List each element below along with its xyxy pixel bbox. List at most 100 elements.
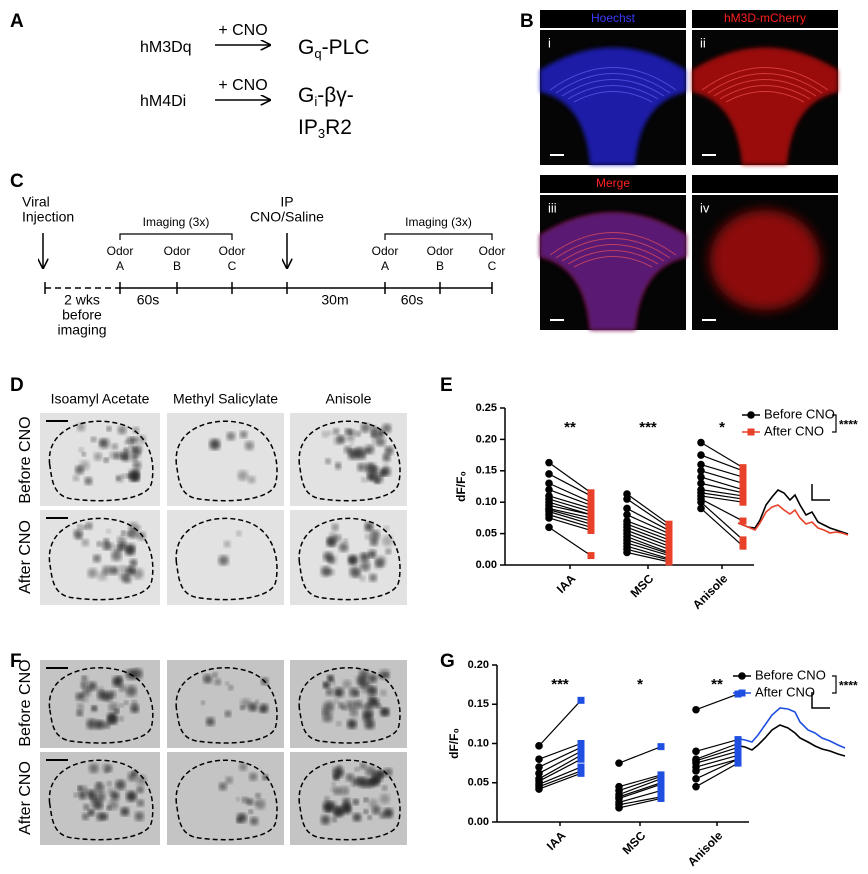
cell bbox=[75, 692, 84, 701]
tissue bbox=[540, 47, 686, 165]
cell bbox=[348, 557, 354, 563]
pair-line bbox=[538, 746, 582, 768]
imaging-label: Imaging (3x) bbox=[143, 215, 210, 229]
cell bbox=[99, 439, 107, 447]
cell bbox=[352, 813, 362, 822]
cell bbox=[72, 475, 80, 482]
dot-after bbox=[657, 787, 665, 795]
significance: ** bbox=[564, 419, 576, 436]
cell bbox=[331, 781, 336, 787]
cell bbox=[340, 786, 350, 796]
cell bbox=[349, 708, 359, 717]
cell bbox=[235, 797, 241, 802]
pair-line bbox=[618, 746, 662, 764]
dot-after bbox=[577, 763, 585, 771]
cell bbox=[254, 801, 259, 806]
cell bbox=[117, 425, 127, 435]
cell bbox=[106, 528, 111, 534]
bulb-outline bbox=[298, 420, 401, 502]
cell bbox=[97, 571, 108, 581]
cell bbox=[122, 574, 132, 584]
cell bbox=[379, 469, 387, 477]
dot-before bbox=[535, 742, 543, 750]
pair-line bbox=[548, 462, 592, 494]
pair-line bbox=[626, 493, 670, 525]
odor: Odor bbox=[164, 244, 191, 258]
cell bbox=[385, 548, 392, 555]
dot-before bbox=[692, 767, 700, 775]
cell bbox=[86, 718, 97, 730]
dot-after bbox=[739, 542, 747, 550]
bulb-outline bbox=[48, 667, 154, 744]
cell bbox=[78, 447, 84, 453]
cell bbox=[77, 524, 82, 530]
cell bbox=[97, 690, 108, 701]
cell bbox=[111, 550, 122, 561]
condition: After CNO bbox=[17, 520, 34, 594]
cell bbox=[361, 704, 366, 709]
trace-after bbox=[737, 504, 849, 536]
cell bbox=[137, 435, 146, 444]
tissue-layer bbox=[567, 85, 659, 100]
dot-after bbox=[734, 740, 742, 747]
dot-after bbox=[587, 552, 595, 560]
cell bbox=[218, 555, 229, 566]
cell bbox=[365, 533, 371, 540]
dot-before bbox=[623, 510, 631, 519]
pair-line bbox=[548, 495, 592, 510]
y-tick-label: 0.00 bbox=[468, 816, 489, 828]
pair-line bbox=[618, 778, 662, 796]
pair-line bbox=[700, 498, 744, 522]
stain-label: hM3D-mCherry bbox=[724, 11, 806, 25]
cell bbox=[369, 537, 379, 546]
bracket bbox=[119, 233, 233, 240]
cell bbox=[370, 529, 380, 540]
cell bbox=[87, 568, 98, 578]
y-axis-label: dF/F₀ bbox=[454, 471, 468, 502]
dot-after bbox=[739, 536, 747, 544]
cell bbox=[78, 785, 88, 795]
cell bbox=[95, 719, 105, 730]
pair-line bbox=[538, 766, 582, 785]
bulb-outline bbox=[175, 759, 278, 841]
dot-before bbox=[623, 495, 631, 503]
dot-before bbox=[697, 498, 705, 507]
cell bbox=[214, 678, 222, 686]
cell bbox=[334, 534, 342, 542]
cell bbox=[331, 817, 337, 823]
dot-before bbox=[697, 473, 705, 481]
cell bbox=[73, 792, 79, 798]
cell bbox=[364, 522, 374, 532]
cell bbox=[85, 522, 93, 530]
dot-before bbox=[692, 775, 700, 783]
dot-after bbox=[734, 690, 742, 698]
cell bbox=[212, 672, 218, 678]
pair-line bbox=[695, 746, 739, 762]
cell bbox=[131, 700, 138, 706]
product-part: IP bbox=[298, 116, 318, 139]
cell bbox=[90, 436, 97, 443]
treatment: CNO/Saline bbox=[250, 209, 324, 225]
cell bbox=[363, 797, 369, 803]
cell bbox=[76, 422, 86, 432]
legend-label: After CNO bbox=[755, 684, 815, 699]
significance: *** bbox=[639, 419, 657, 436]
dot-before bbox=[692, 705, 700, 714]
comparison: **** bbox=[839, 679, 858, 693]
cell bbox=[228, 685, 234, 691]
cell bbox=[321, 430, 329, 438]
bracket bbox=[384, 233, 493, 240]
cell bbox=[136, 799, 145, 807]
legend-marker bbox=[747, 411, 755, 419]
pair-line bbox=[618, 774, 662, 788]
dot-before bbox=[692, 782, 700, 791]
cell bbox=[128, 442, 134, 449]
pair-line bbox=[538, 742, 582, 760]
cell bbox=[249, 816, 259, 826]
pair-line bbox=[626, 523, 670, 541]
cell bbox=[365, 779, 375, 788]
cell bbox=[117, 536, 127, 546]
cell bbox=[103, 721, 111, 729]
cell bbox=[254, 699, 259, 704]
y-tick-label: 0.20 bbox=[476, 433, 497, 445]
